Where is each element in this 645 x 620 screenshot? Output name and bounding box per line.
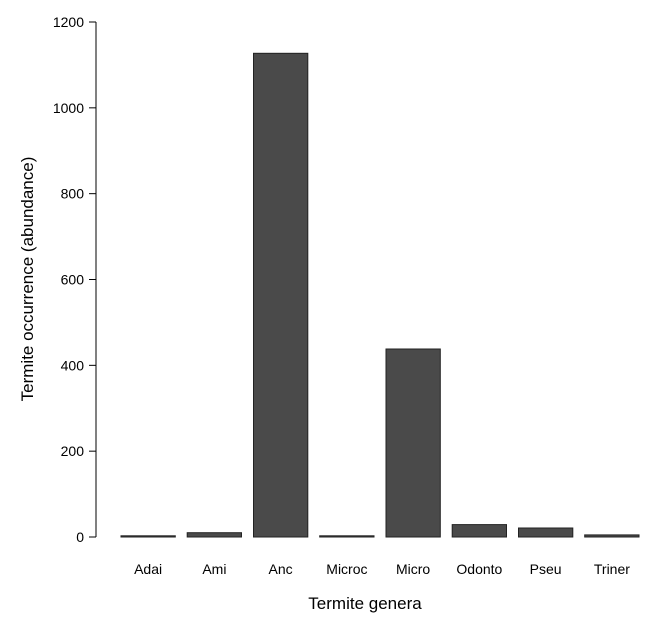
x-tick-label-anc: Anc [269,561,293,577]
y-axis: 0 200 400 600 800 1000 1200 [53,14,96,545]
x-tick-label-ami: Ami [202,561,226,577]
y-tick-label-600: 600 [61,272,85,288]
bar-ami [187,533,241,537]
x-tick-label-adai: Adai [134,561,162,577]
x-tick-label-odonto: Odonto [456,561,502,577]
y-tick-label-1200: 1200 [53,14,84,30]
y-tick-label-1000: 1000 [53,100,84,116]
bar-anc [254,53,308,537]
y-tick-label-200: 200 [61,443,85,459]
bar-micro [386,349,440,537]
x-axis: Adai Ami Anc Microc Micro Odonto Pseu Triner [134,561,630,577]
y-tick-label-0: 0 [76,529,84,545]
y-tick-label-800: 800 [61,186,85,202]
bar-triner [585,535,639,537]
bar-odonto [452,525,506,537]
x-tick-label-micro: Micro [396,561,430,577]
bar-microc [320,536,374,537]
x-tick-label-pseu: Pseu [530,561,562,577]
bar-adai [121,536,175,537]
x-axis-title: Termite genera [308,594,422,613]
x-tick-label-microc: Microc [326,561,367,577]
bars-layer [121,53,639,537]
y-axis-title: Termite occurrence (abundance) [18,157,37,402]
x-tick-label-triner: Triner [594,561,630,577]
bar-pseu [519,528,573,537]
y-tick-label-400: 400 [61,357,85,373]
